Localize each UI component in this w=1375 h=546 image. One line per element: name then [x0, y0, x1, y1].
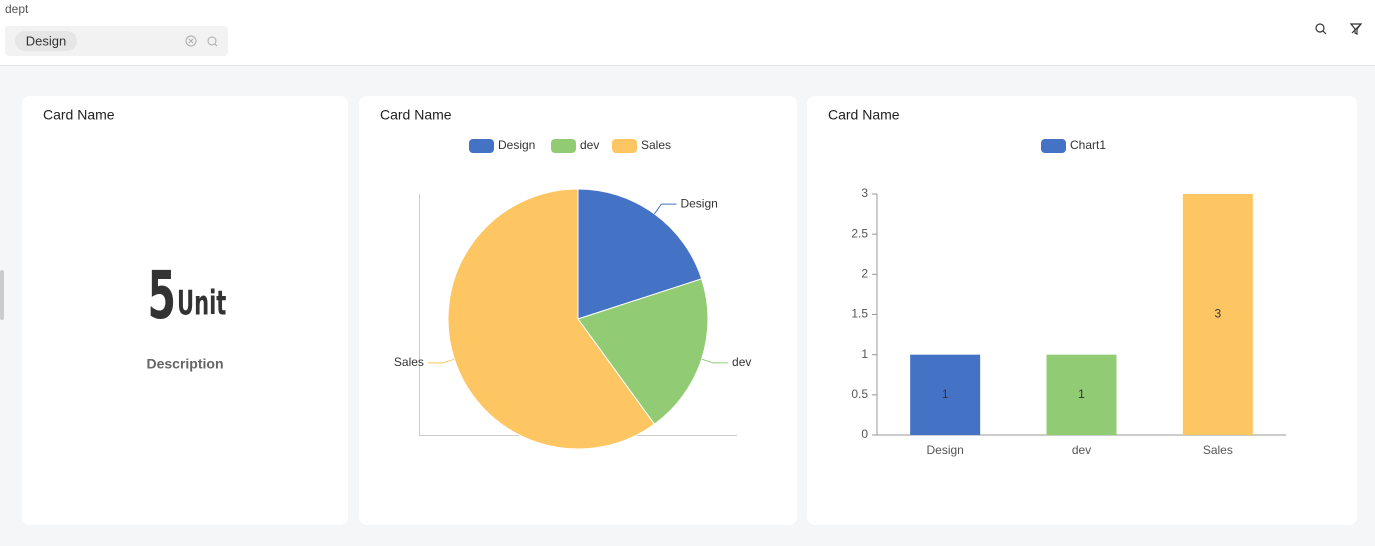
legend-label: Chart1: [1070, 138, 1106, 152]
legend-swatch: [551, 139, 576, 153]
side-handle[interactable]: [0, 270, 4, 320]
stat-unit: Unit: [177, 283, 226, 323]
search-icon[interactable]: [1315, 23, 1327, 35]
search-icon-small[interactable]: [207, 36, 218, 47]
y-tick-label: 3: [861, 186, 868, 200]
card-title: Card Name: [43, 107, 115, 123]
x-tick-label: dev: [1072, 443, 1091, 457]
card-title: Card Name: [828, 107, 900, 123]
legend-label: dev: [580, 138, 599, 152]
clear-icon[interactable]: [185, 35, 197, 47]
filter-icon[interactable]: [1349, 23, 1363, 35]
pie-slice: [577, 278, 709, 425]
x-tick-label: Sales: [1203, 443, 1233, 457]
pie-label: Sales: [394, 355, 424, 369]
y-tick-label: 2: [861, 267, 868, 281]
bar-value-label: 3: [1214, 307, 1221, 321]
y-tick-label: 0: [861, 427, 868, 441]
top-bar: [0, 0, 1375, 65]
y-tick-label: 1: [861, 347, 868, 361]
filter-label: dept: [5, 2, 29, 16]
legend-label: Design: [498, 138, 535, 152]
filter-tag[interactable]: [15, 31, 77, 51]
pie-label-line: [427, 358, 455, 364]
y-tick-label: 2.5: [851, 226, 868, 240]
stat-value: 5: [148, 257, 176, 334]
card: [807, 96, 1357, 525]
stat-description: Description: [146, 356, 223, 372]
legend-label: Sales: [641, 138, 671, 152]
y-tick-label: 1.5: [851, 307, 868, 321]
legend-swatch: [1041, 139, 1066, 153]
bar-value-label: 1: [1078, 387, 1085, 401]
pie-label: dev: [732, 355, 751, 369]
card-title: Card Name: [380, 107, 452, 123]
x-tick-label: Design: [926, 443, 963, 457]
pie-label-line: [654, 203, 677, 215]
bar: [1046, 354, 1117, 435]
y-tick-label: 0.5: [851, 387, 868, 401]
filter-tag-text: Design: [26, 33, 66, 48]
legend-swatch: [612, 139, 637, 153]
pie-slice: [577, 188, 703, 320]
pie-label: Design: [680, 196, 717, 210]
bar-value-label: 1: [942, 387, 949, 401]
bar: [910, 354, 981, 435]
bar: [1182, 194, 1253, 435]
card: [22, 96, 348, 525]
pie-label-line: [701, 358, 729, 364]
legend-swatch: [469, 139, 494, 153]
